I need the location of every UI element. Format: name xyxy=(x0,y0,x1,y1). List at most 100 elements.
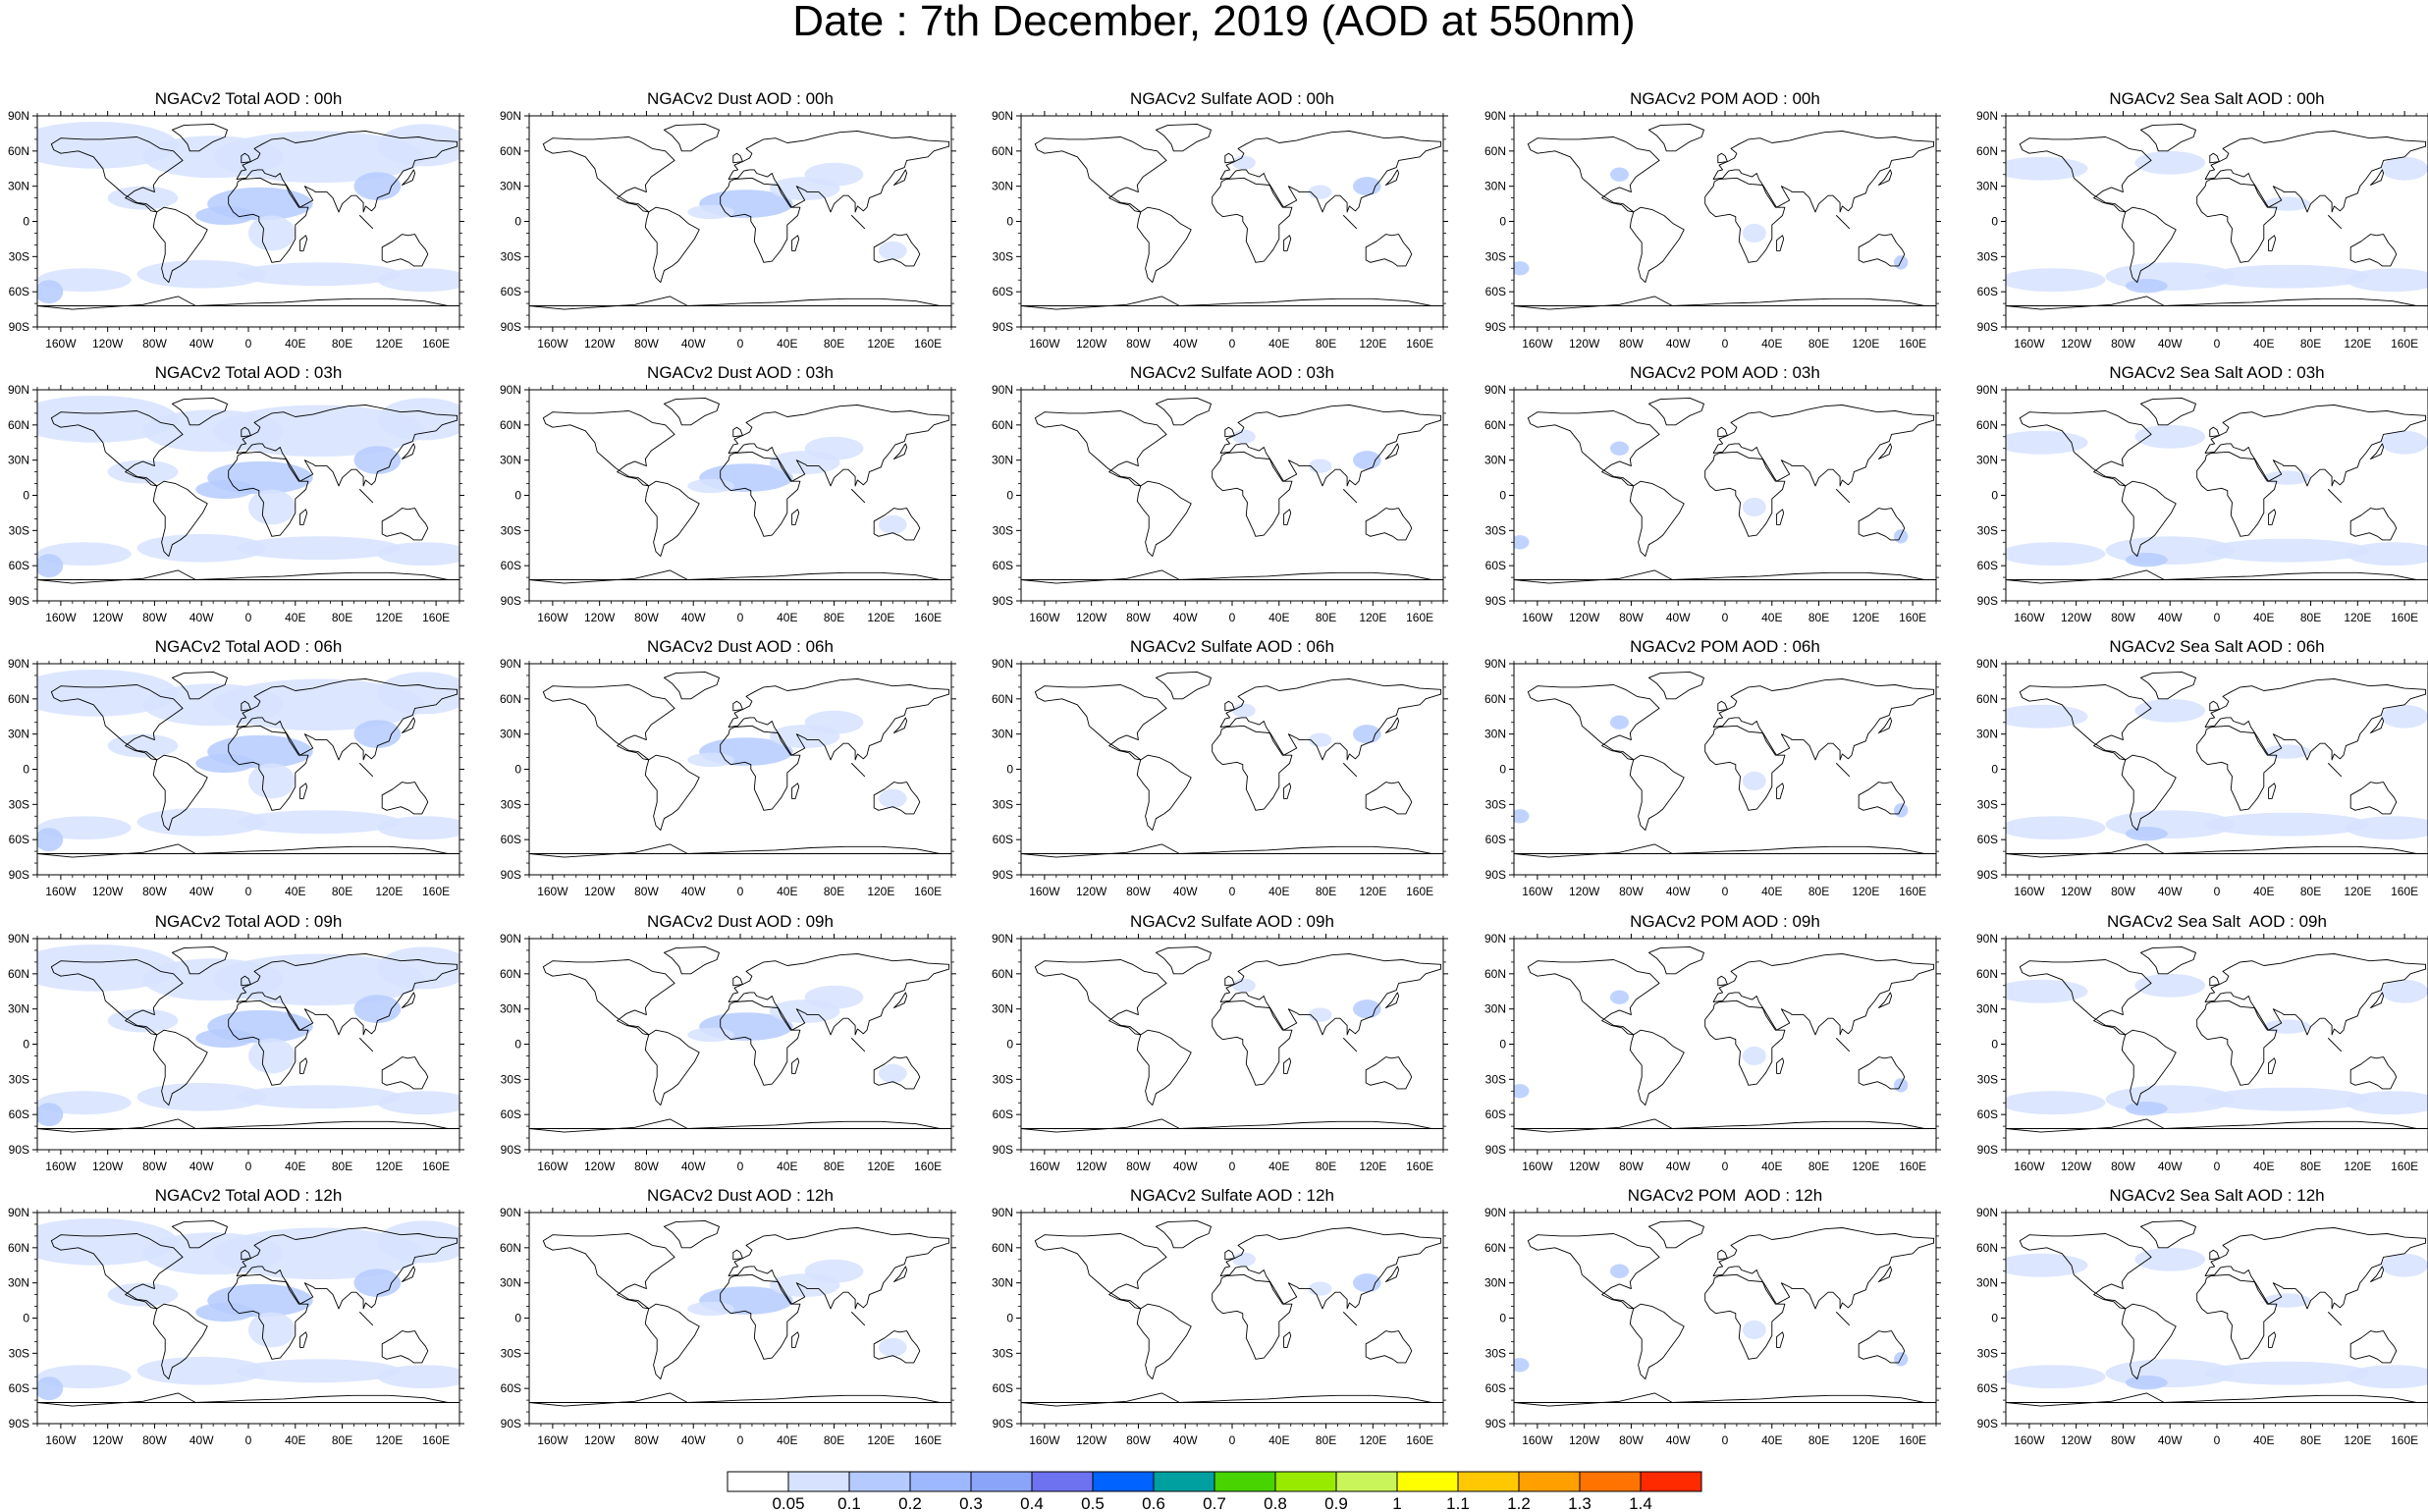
lon-tick-label: 120E xyxy=(1852,337,1879,351)
coastline xyxy=(851,1312,866,1326)
coastline xyxy=(529,296,951,310)
lon-tick-label: 120W xyxy=(1569,1160,1600,1173)
coastline xyxy=(1629,206,1685,284)
coastline xyxy=(1212,725,1293,811)
world-map: 90N 60N 30N 0 30S 60S 90S 160W 120W 80W 40W 0 40E 80E… xyxy=(500,932,956,1173)
lon-tick-label: 120W xyxy=(2061,1160,2092,1173)
coastline xyxy=(1212,999,1293,1086)
coastline xyxy=(402,169,416,186)
aod-plume xyxy=(1232,703,1256,718)
lat-tick-label: 90S xyxy=(1977,320,1998,334)
aod-plume xyxy=(1609,441,1630,456)
coastline xyxy=(381,234,429,267)
lon-tick-label: 160E xyxy=(1899,1433,1926,1447)
coastline xyxy=(791,1331,800,1348)
panel-title: NGACv2 Sea Salt AOD : 00h xyxy=(2109,89,2325,108)
coastline xyxy=(50,136,184,213)
aod-plume xyxy=(804,436,864,460)
lat-tick-label: 90N xyxy=(1484,932,1506,945)
colorbar-swatch xyxy=(787,1471,850,1492)
coastline xyxy=(1212,177,1293,263)
lon-tick-label: 40E xyxy=(777,885,797,898)
lon-tick-label: 80W xyxy=(634,611,659,624)
coastline xyxy=(152,480,208,558)
coastline xyxy=(1858,234,1906,267)
coastline xyxy=(228,999,309,1086)
map-panel-total-0: NGACv2 Total AOD : 00h 90N 60N 30N 0 30S 60S 90… xyxy=(4,90,495,363)
aod-plume xyxy=(353,720,402,748)
lat-tick-label: 0 xyxy=(1991,763,1998,777)
coastline xyxy=(2349,782,2398,815)
lon-tick-label: 120E xyxy=(1359,337,1386,351)
lat-tick-label: 30N xyxy=(1484,454,1506,467)
coastline xyxy=(1224,975,1235,987)
coastline xyxy=(1021,296,1443,310)
coastline xyxy=(2006,843,2428,858)
aod-plume xyxy=(687,478,735,494)
aod-plume xyxy=(377,124,459,167)
coastline xyxy=(1385,443,1400,459)
lat-tick-label: 90N xyxy=(1484,383,1506,397)
lon-tick-label: 40E xyxy=(1268,611,1289,624)
lon-tick-label: 120W xyxy=(1076,885,1107,898)
panel-title: NGACv2 Total AOD : 09h xyxy=(154,912,343,931)
aod-plume xyxy=(353,1269,402,1297)
lon-tick-label: 0 xyxy=(2214,337,2221,351)
coastline xyxy=(1283,1057,1292,1074)
map-panel-total-4: NGACv2 Total AOD : 12h 90N 60N 30N 0 30S 60S 90… xyxy=(4,1187,495,1460)
lon-tick-label: 160W xyxy=(1522,1433,1553,1447)
panel-title: NGACv2 Total AOD : 03h xyxy=(154,363,343,382)
colorbar-label: 0.3 xyxy=(959,1494,983,1510)
coastline xyxy=(851,215,866,230)
coastline xyxy=(1858,508,1906,541)
panel-title: NGACv2 POM AOD : 06h xyxy=(1630,637,1820,656)
aod-plume xyxy=(2006,430,2088,455)
lon-tick-label: 160W xyxy=(45,1160,77,1173)
coastline xyxy=(1155,397,1212,426)
lat-tick-label: 0 xyxy=(1991,489,1998,503)
lon-tick-label: 120W xyxy=(584,1433,616,1447)
lon-tick-label: 160E xyxy=(422,611,450,624)
lon-tick-label: 120W xyxy=(1076,337,1107,351)
colorbar-swatch xyxy=(1579,1471,1642,1492)
coastline xyxy=(1527,410,1660,487)
lon-tick-label: 0 xyxy=(1722,611,1729,624)
lat-tick-label: 90N xyxy=(992,109,1013,123)
world-map: 90N 60N 30N 0 30S 60S 90S 160W 120W 80W 40W 0 40E 80E… xyxy=(500,657,956,898)
aod-plume xyxy=(353,995,402,1023)
panel-title: NGACv2 POM AOD : 03h xyxy=(1630,363,1820,382)
coastline xyxy=(1647,671,1704,700)
lat-tick-label: 60N xyxy=(1484,1241,1506,1255)
lon-tick-label: 80E xyxy=(332,1433,352,1447)
coastline xyxy=(1712,678,1935,761)
world-map: 90N 60N 30N 0 30S 60S 90S 160W 120W 80W 40W 0 40E 80E… xyxy=(1484,383,1941,624)
lon-tick-label: 160E xyxy=(914,337,942,351)
aod-plume xyxy=(237,810,402,835)
lat-tick-label: 60S xyxy=(993,833,1013,846)
lat-tick-label: 60S xyxy=(1977,1107,1998,1121)
coastline xyxy=(1021,1118,1443,1133)
aod-plume xyxy=(195,205,254,226)
lon-tick-label: 160E xyxy=(2391,1160,2418,1173)
lat-tick-label: 30S xyxy=(501,1072,521,1086)
coastline xyxy=(1704,725,1786,811)
coastline xyxy=(152,754,208,832)
aod-plume xyxy=(1514,261,1530,276)
lat-tick-label: 60N xyxy=(500,418,521,432)
lat-tick-label: 60S xyxy=(9,285,29,298)
panel-title: NGACv2 Sea Salt AOD : 06h xyxy=(2109,637,2325,656)
coastline xyxy=(732,152,743,164)
coastline xyxy=(720,1273,801,1360)
lat-tick-label: 30S xyxy=(1485,1346,1506,1360)
lat-tick-label: 0 xyxy=(23,1038,29,1052)
lon-tick-label: 40E xyxy=(1761,611,1782,624)
lat-tick-label: 90S xyxy=(1485,1417,1506,1431)
coastline xyxy=(873,1056,921,1090)
coastline xyxy=(2196,725,2278,811)
coastline xyxy=(299,235,308,251)
aod-plume xyxy=(2006,704,2088,729)
coastline xyxy=(1836,489,1851,504)
lat-tick-label: 90N xyxy=(992,383,1013,397)
lon-tick-label: 80E xyxy=(2300,337,2321,351)
aod-plume xyxy=(1308,459,1332,473)
